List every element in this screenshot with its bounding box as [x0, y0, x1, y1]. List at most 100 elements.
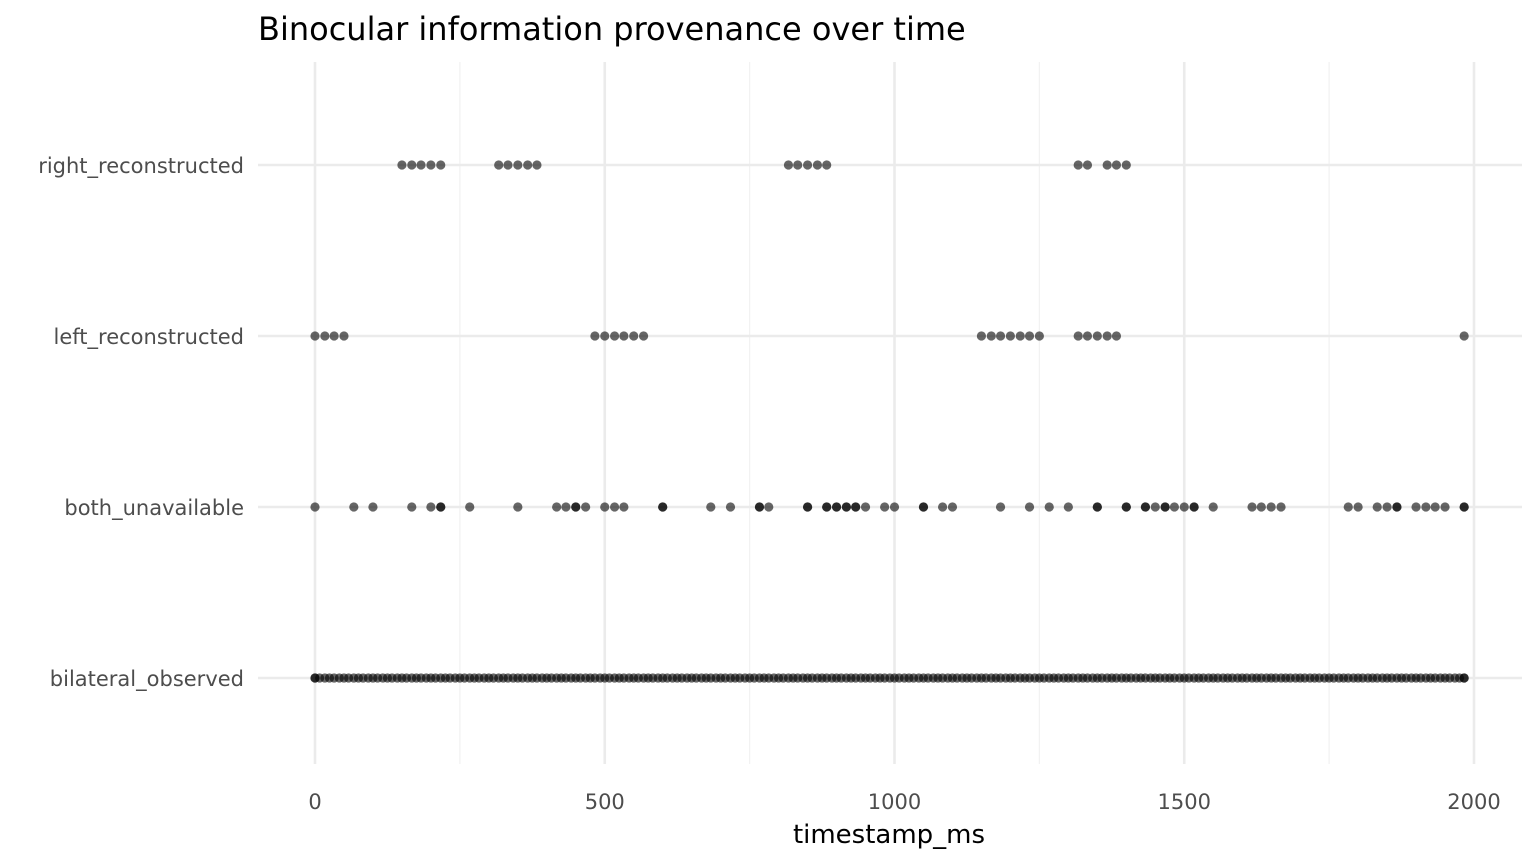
point-bilateral_observed — [575, 673, 586, 683]
point-left_reconstructed — [1034, 331, 1044, 341]
point-bilateral_observed — [1396, 673, 1407, 683]
point-right_reconstructed — [822, 160, 832, 170]
data-points — [310, 160, 1469, 683]
point-bilateral_observed — [1252, 673, 1262, 683]
point-both_unavailable — [1140, 502, 1151, 512]
point-right_reconstructed — [793, 160, 803, 170]
point-bilateral_observed — [1329, 673, 1339, 683]
point-bilateral_observed — [488, 673, 499, 683]
point-bilateral_observed — [691, 673, 701, 683]
point-bilateral_observed — [875, 673, 885, 683]
point-both_unavailable — [581, 502, 591, 512]
point-bilateral_observed — [508, 673, 518, 683]
point-both_unavailable — [1382, 502, 1392, 512]
point-bilateral_observed — [624, 673, 634, 683]
x-tick-label: 1000 — [868, 790, 921, 814]
point-bilateral_observed — [798, 673, 808, 683]
point-bilateral_observed — [372, 673, 383, 683]
point-both_unavailable — [938, 502, 948, 512]
point-both_unavailable — [1343, 502, 1353, 512]
point-both_unavailable — [513, 502, 523, 512]
point-bilateral_observed — [1049, 673, 1059, 683]
point-bilateral_observed — [556, 673, 566, 683]
point-both_unavailable — [860, 502, 871, 512]
point-both_unavailable — [725, 502, 736, 512]
point-bilateral_observed — [1367, 673, 1378, 683]
point-left_reconstructed — [1024, 331, 1035, 341]
point-bilateral_observed — [749, 673, 759, 683]
point-bilateral_observed — [1107, 673, 1117, 683]
point-bilateral_observed — [1339, 673, 1349, 683]
point-bilateral_observed — [498, 673, 508, 683]
point-both_unavailable — [407, 502, 417, 512]
point-bilateral_observed — [315, 673, 325, 683]
point-bilateral_observed — [720, 673, 730, 683]
point-bilateral_observed — [778, 673, 788, 683]
point-bilateral_observed — [450, 673, 460, 683]
point-bilateral_observed — [817, 673, 827, 683]
point-bilateral_observed — [972, 673, 982, 683]
point-bilateral_observed — [566, 673, 576, 683]
point-bilateral_observed — [353, 673, 364, 683]
point-bilateral_observed — [1425, 673, 1436, 683]
x-tick-label: 1500 — [1158, 790, 1211, 814]
point-bilateral_observed — [885, 673, 895, 683]
point-bilateral_observed — [1459, 673, 1469, 683]
point-both_unavailable — [1440, 502, 1450, 512]
point-bilateral_observed — [1155, 673, 1165, 683]
point-bilateral_observed — [1387, 673, 1397, 683]
point-both_unavailable — [571, 502, 581, 512]
point-both_unavailable — [802, 502, 813, 512]
point-bilateral_observed — [1078, 673, 1088, 683]
point-left_reconstructed — [339, 331, 349, 341]
point-bilateral_observed — [1319, 673, 1330, 683]
point-both_unavailable — [918, 502, 929, 512]
point-bilateral_observed — [527, 673, 537, 683]
point-bilateral_observed — [788, 673, 798, 683]
point-bilateral_observed — [1271, 673, 1281, 683]
point-right_reconstructed — [397, 160, 407, 170]
point-both_unavailable — [1189, 502, 1199, 512]
point-left_reconstructed — [329, 331, 339, 341]
point-right_reconstructed — [1111, 160, 1122, 170]
point-bilateral_observed — [769, 673, 779, 683]
point-bilateral_observed — [991, 673, 1001, 683]
x-axis-title: timestamp_ms — [793, 820, 985, 850]
point-bilateral_observed — [363, 673, 373, 683]
point-bilateral_observed — [1030, 673, 1040, 683]
y-axis-tick-labels: bilateral_observed both_unavailable left_r… — [38, 154, 244, 692]
y-tick-label-left_reconstructed: left_reconstructed — [54, 325, 244, 350]
point-bilateral_observed — [701, 673, 711, 683]
point-both_unavailable — [600, 502, 610, 512]
point-left_reconstructed — [1082, 331, 1093, 341]
point-both_unavailable — [1266, 502, 1276, 512]
point-bilateral_observed — [682, 673, 692, 683]
point-right_reconstructed — [416, 160, 426, 170]
point-bilateral_observed — [440, 673, 450, 683]
point-both_unavailable — [880, 502, 890, 512]
point-both_unavailable — [1208, 502, 1218, 512]
point-left_reconstructed — [1459, 331, 1469, 341]
point-both_unavailable — [831, 502, 842, 512]
point-both_unavailable — [1150, 502, 1160, 512]
point-left_reconstructed — [320, 331, 330, 341]
point-bilateral_observed — [1117, 673, 1127, 683]
point-bilateral_observed — [1213, 673, 1223, 683]
point-right_reconstructed — [503, 160, 513, 170]
point-bilateral_observed — [459, 673, 470, 683]
point-bilateral_observed — [1261, 673, 1272, 683]
point-right_reconstructed — [1082, 160, 1093, 170]
point-bilateral_observed — [1184, 673, 1194, 683]
point-bilateral_observed — [546, 673, 557, 683]
point-both_unavailable — [1421, 502, 1431, 512]
point-bilateral_observed — [1281, 673, 1291, 683]
point-both_unavailable — [1169, 502, 1179, 512]
point-right_reconstructed — [802, 160, 813, 170]
point-both_unavailable — [368, 502, 378, 512]
point-bilateral_observed — [1175, 673, 1185, 683]
point-both_unavailable — [706, 502, 716, 512]
point-both_unavailable — [947, 502, 958, 512]
point-left_reconstructed — [1092, 331, 1102, 341]
point-bilateral_observed — [653, 673, 663, 683]
